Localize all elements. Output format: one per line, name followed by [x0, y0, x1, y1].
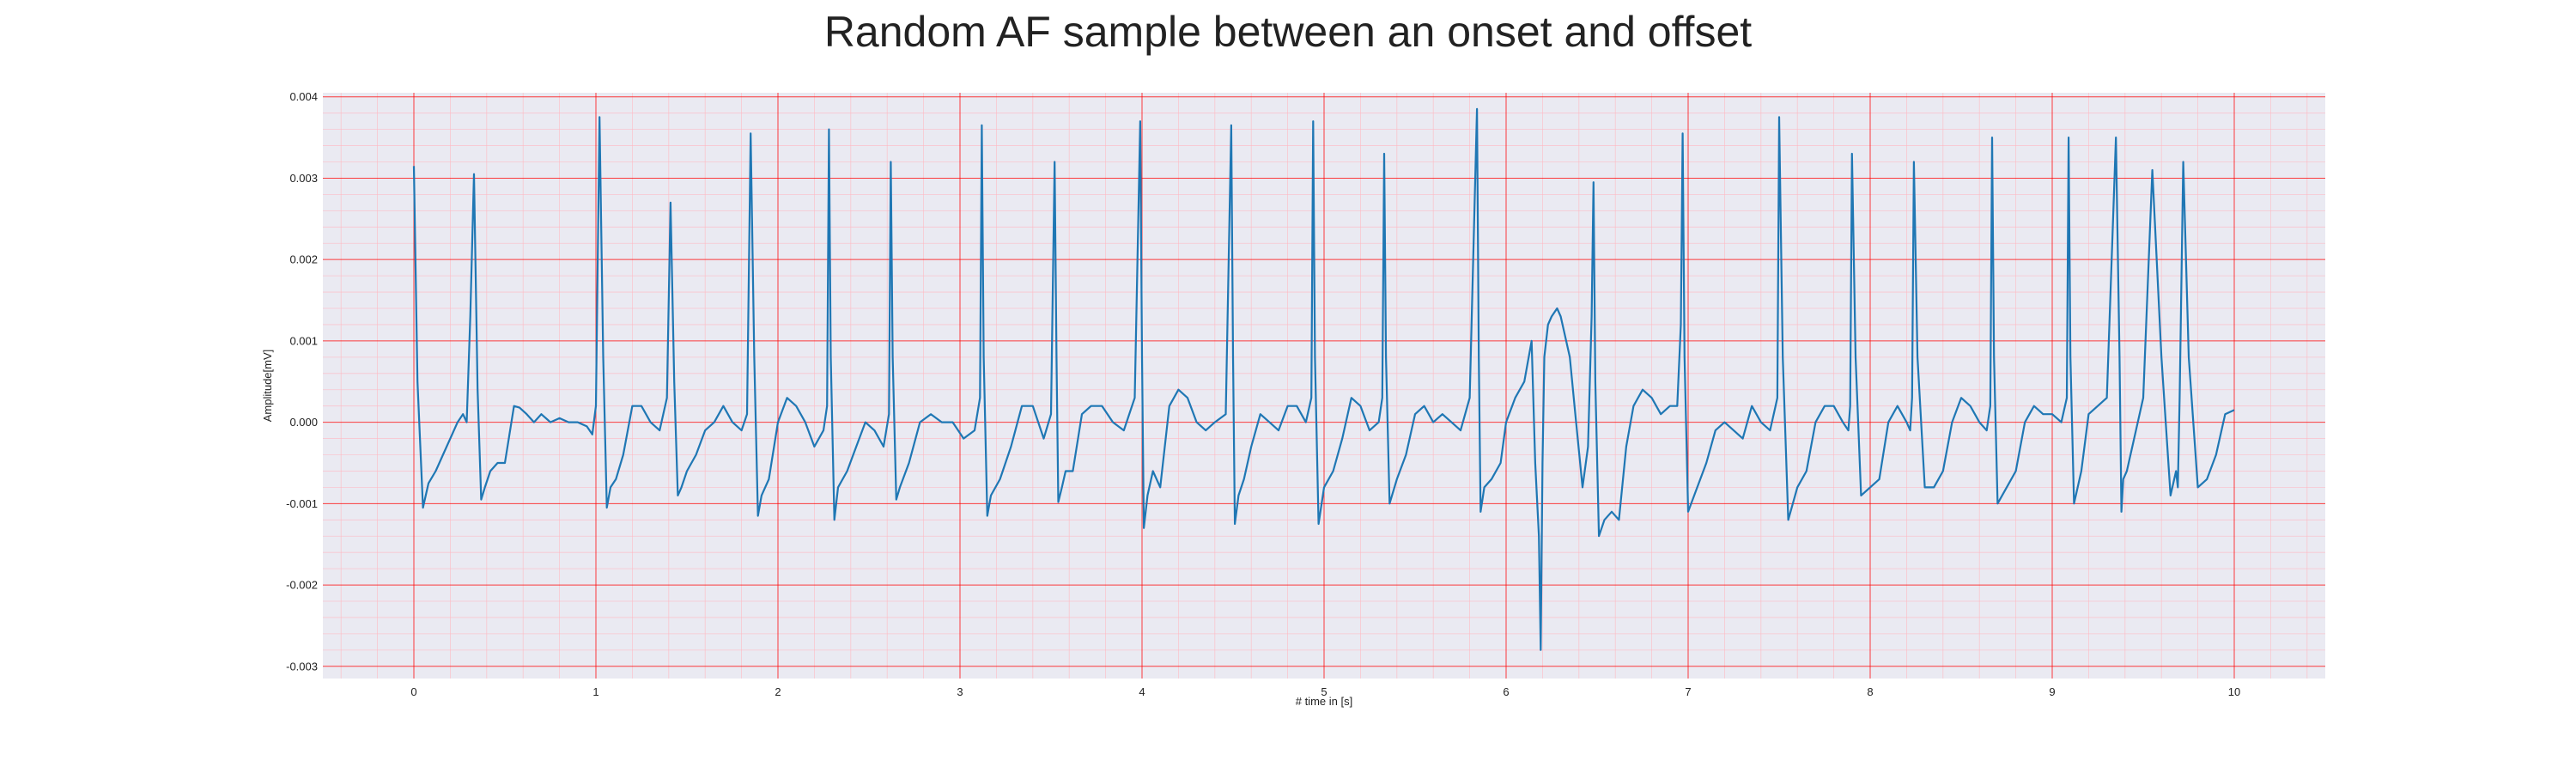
- y-tick-label: 0.000: [289, 416, 318, 429]
- y-axis-ticks: -0.003 -0.002 -0.001 0.000 0.001 0.002 0.003 0.…: [286, 90, 318, 673]
- y-tick-label: -0.003: [286, 660, 318, 673]
- x-tick-label: 3: [957, 685, 963, 698]
- y-tick-label: 0.004: [289, 90, 318, 103]
- x-tick-label: 9: [2049, 685, 2055, 698]
- x-tick-label: 4: [1139, 685, 1145, 698]
- x-axis-ticks: 0 1 2 3 4 5 6 7 8 9 10: [410, 685, 2240, 698]
- x-tick-label: 6: [1503, 685, 1509, 698]
- x-tick-label: 7: [1685, 685, 1691, 698]
- y-tick-label: 0.003: [289, 172, 318, 185]
- chart-title: Random AF sample between an onset and of…: [823, 8, 1753, 56]
- x-tick-label: 1: [592, 685, 598, 698]
- x-tick-label: 10: [2228, 685, 2240, 698]
- y-tick-label: 0.002: [289, 253, 318, 266]
- y-axis-label: Amplitude[mV]: [261, 350, 274, 423]
- y-tick-label: 0.001: [289, 334, 318, 347]
- x-tick-label: 8: [1867, 685, 1873, 698]
- y-tick-label: -0.001: [286, 497, 318, 510]
- ecg-series-line: [412, 107, 2235, 651]
- x-tick-label: 0: [410, 685, 416, 698]
- x-tick-label: 2: [775, 685, 781, 698]
- y-tick-label: -0.002: [286, 579, 318, 592]
- x-tick-label: 5: [1321, 685, 1327, 698]
- x-axis-label: # time in [s]: [1296, 695, 1352, 708]
